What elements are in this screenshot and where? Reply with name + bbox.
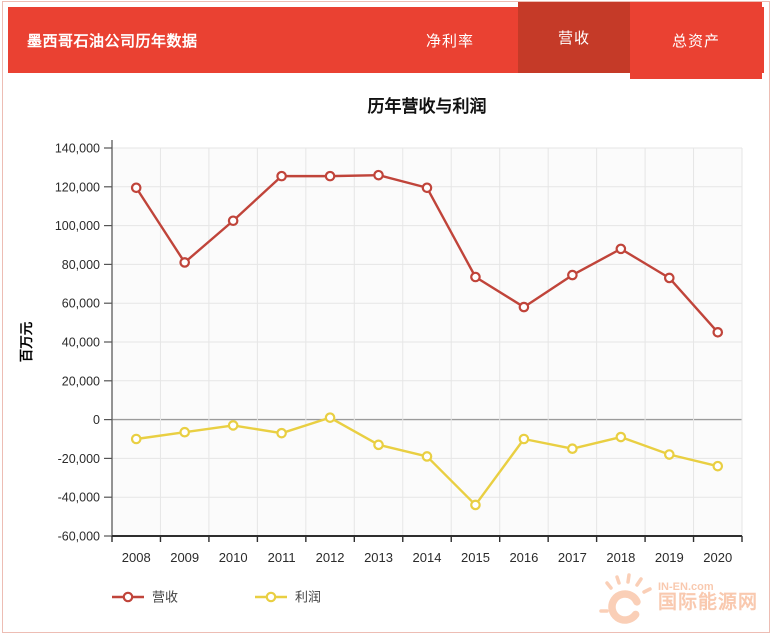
data-point bbox=[470, 271, 481, 283]
data-point bbox=[470, 499, 481, 511]
data-point bbox=[664, 449, 675, 460]
chart-title: 历年营收与利润 bbox=[367, 97, 487, 116]
svg-text:2019: 2019 bbox=[655, 550, 684, 565]
tab-net-margin[interactable]: 净利率 bbox=[382, 7, 518, 73]
svg-text:-60,000: -60,000 bbox=[58, 530, 100, 544]
svg-text:2016: 2016 bbox=[509, 550, 538, 565]
tab-revenue-active[interactable]: 营收 bbox=[518, 2, 630, 73]
svg-text:2009: 2009 bbox=[170, 550, 199, 565]
svg-text:2014: 2014 bbox=[413, 550, 442, 565]
data-point bbox=[518, 433, 530, 445]
svg-text:-40,000: -40,000 bbox=[58, 491, 100, 505]
y-axis-labels: 140,000 120,000 100,000 80,000 60,000 40,000 2… bbox=[55, 142, 100, 544]
svg-text:20,000: 20,000 bbox=[62, 374, 100, 388]
series-营收 bbox=[130, 169, 724, 338]
data-point bbox=[324, 170, 336, 182]
data-point bbox=[518, 301, 530, 313]
svg-text:0: 0 bbox=[93, 413, 100, 427]
tab-revenue-label: 营收 bbox=[557, 30, 590, 47]
data-point bbox=[567, 443, 578, 454]
data-point bbox=[276, 170, 287, 182]
svg-text:2010: 2010 bbox=[219, 550, 248, 565]
data-point bbox=[130, 182, 142, 194]
svg-text:2013: 2013 bbox=[364, 550, 393, 565]
data-point bbox=[712, 460, 724, 472]
data-point bbox=[179, 426, 190, 438]
svg-text:2018: 2018 bbox=[606, 550, 635, 565]
svg-text:100,000: 100,000 bbox=[55, 219, 100, 233]
data-point bbox=[373, 439, 384, 451]
data-point bbox=[179, 257, 190, 268]
svg-text:2015: 2015 bbox=[461, 550, 490, 565]
data-point bbox=[130, 433, 142, 445]
line-chart: 140,000 120,000 100,000 80,000 60,000 40,000 2… bbox=[19, 140, 743, 605]
svg-text:利润: 利润 bbox=[295, 590, 321, 605]
data-point bbox=[615, 243, 627, 255]
data-point bbox=[712, 327, 724, 338]
legend-item-利润[interactable]: 利润 bbox=[255, 590, 321, 605]
tab-total-assets-label: 总资产 bbox=[671, 32, 720, 50]
tab-net-margin-label: 净利率 bbox=[425, 32, 474, 50]
v-gridlines bbox=[159, 148, 743, 536]
data-point bbox=[227, 420, 239, 431]
data-point bbox=[615, 431, 627, 443]
data-point bbox=[227, 215, 239, 227]
tab-total-assets[interactable]: 总资产 bbox=[630, 1, 762, 79]
x-axis-labels: 2008 2009 2010 2011 2012 2013 2014 2015 2016 2017… bbox=[122, 550, 732, 565]
data-point bbox=[421, 451, 433, 462]
svg-text:120,000: 120,000 bbox=[55, 180, 100, 194]
svg-text:40,000: 40,000 bbox=[62, 336, 100, 350]
svg-text:80,000: 80,000 bbox=[62, 258, 100, 272]
svg-text:2011: 2011 bbox=[268, 550, 296, 565]
data-point bbox=[373, 169, 384, 181]
svg-text:140,000: 140,000 bbox=[55, 142, 100, 156]
axes bbox=[104, 140, 743, 542]
data-point bbox=[421, 182, 433, 194]
app-title: 墨西哥石油公司历年数据 bbox=[27, 32, 198, 50]
svg-text:2008: 2008 bbox=[122, 550, 151, 565]
svg-text:营收: 营收 bbox=[152, 590, 178, 605]
data-point bbox=[276, 427, 287, 439]
legend-item-营收[interactable]: 营收 bbox=[112, 590, 178, 605]
data-point bbox=[664, 272, 675, 284]
svg-text:2012: 2012 bbox=[316, 550, 345, 565]
data-point bbox=[324, 412, 336, 423]
svg-text:-20,000: -20,000 bbox=[58, 452, 100, 466]
svg-text:2020: 2020 bbox=[703, 550, 732, 565]
y-axis-title: 百万元 bbox=[19, 321, 34, 362]
series-利润 bbox=[130, 412, 724, 511]
svg-text:2017: 2017 bbox=[558, 550, 587, 565]
svg-text:60,000: 60,000 bbox=[62, 297, 100, 311]
data-point bbox=[567, 269, 578, 281]
